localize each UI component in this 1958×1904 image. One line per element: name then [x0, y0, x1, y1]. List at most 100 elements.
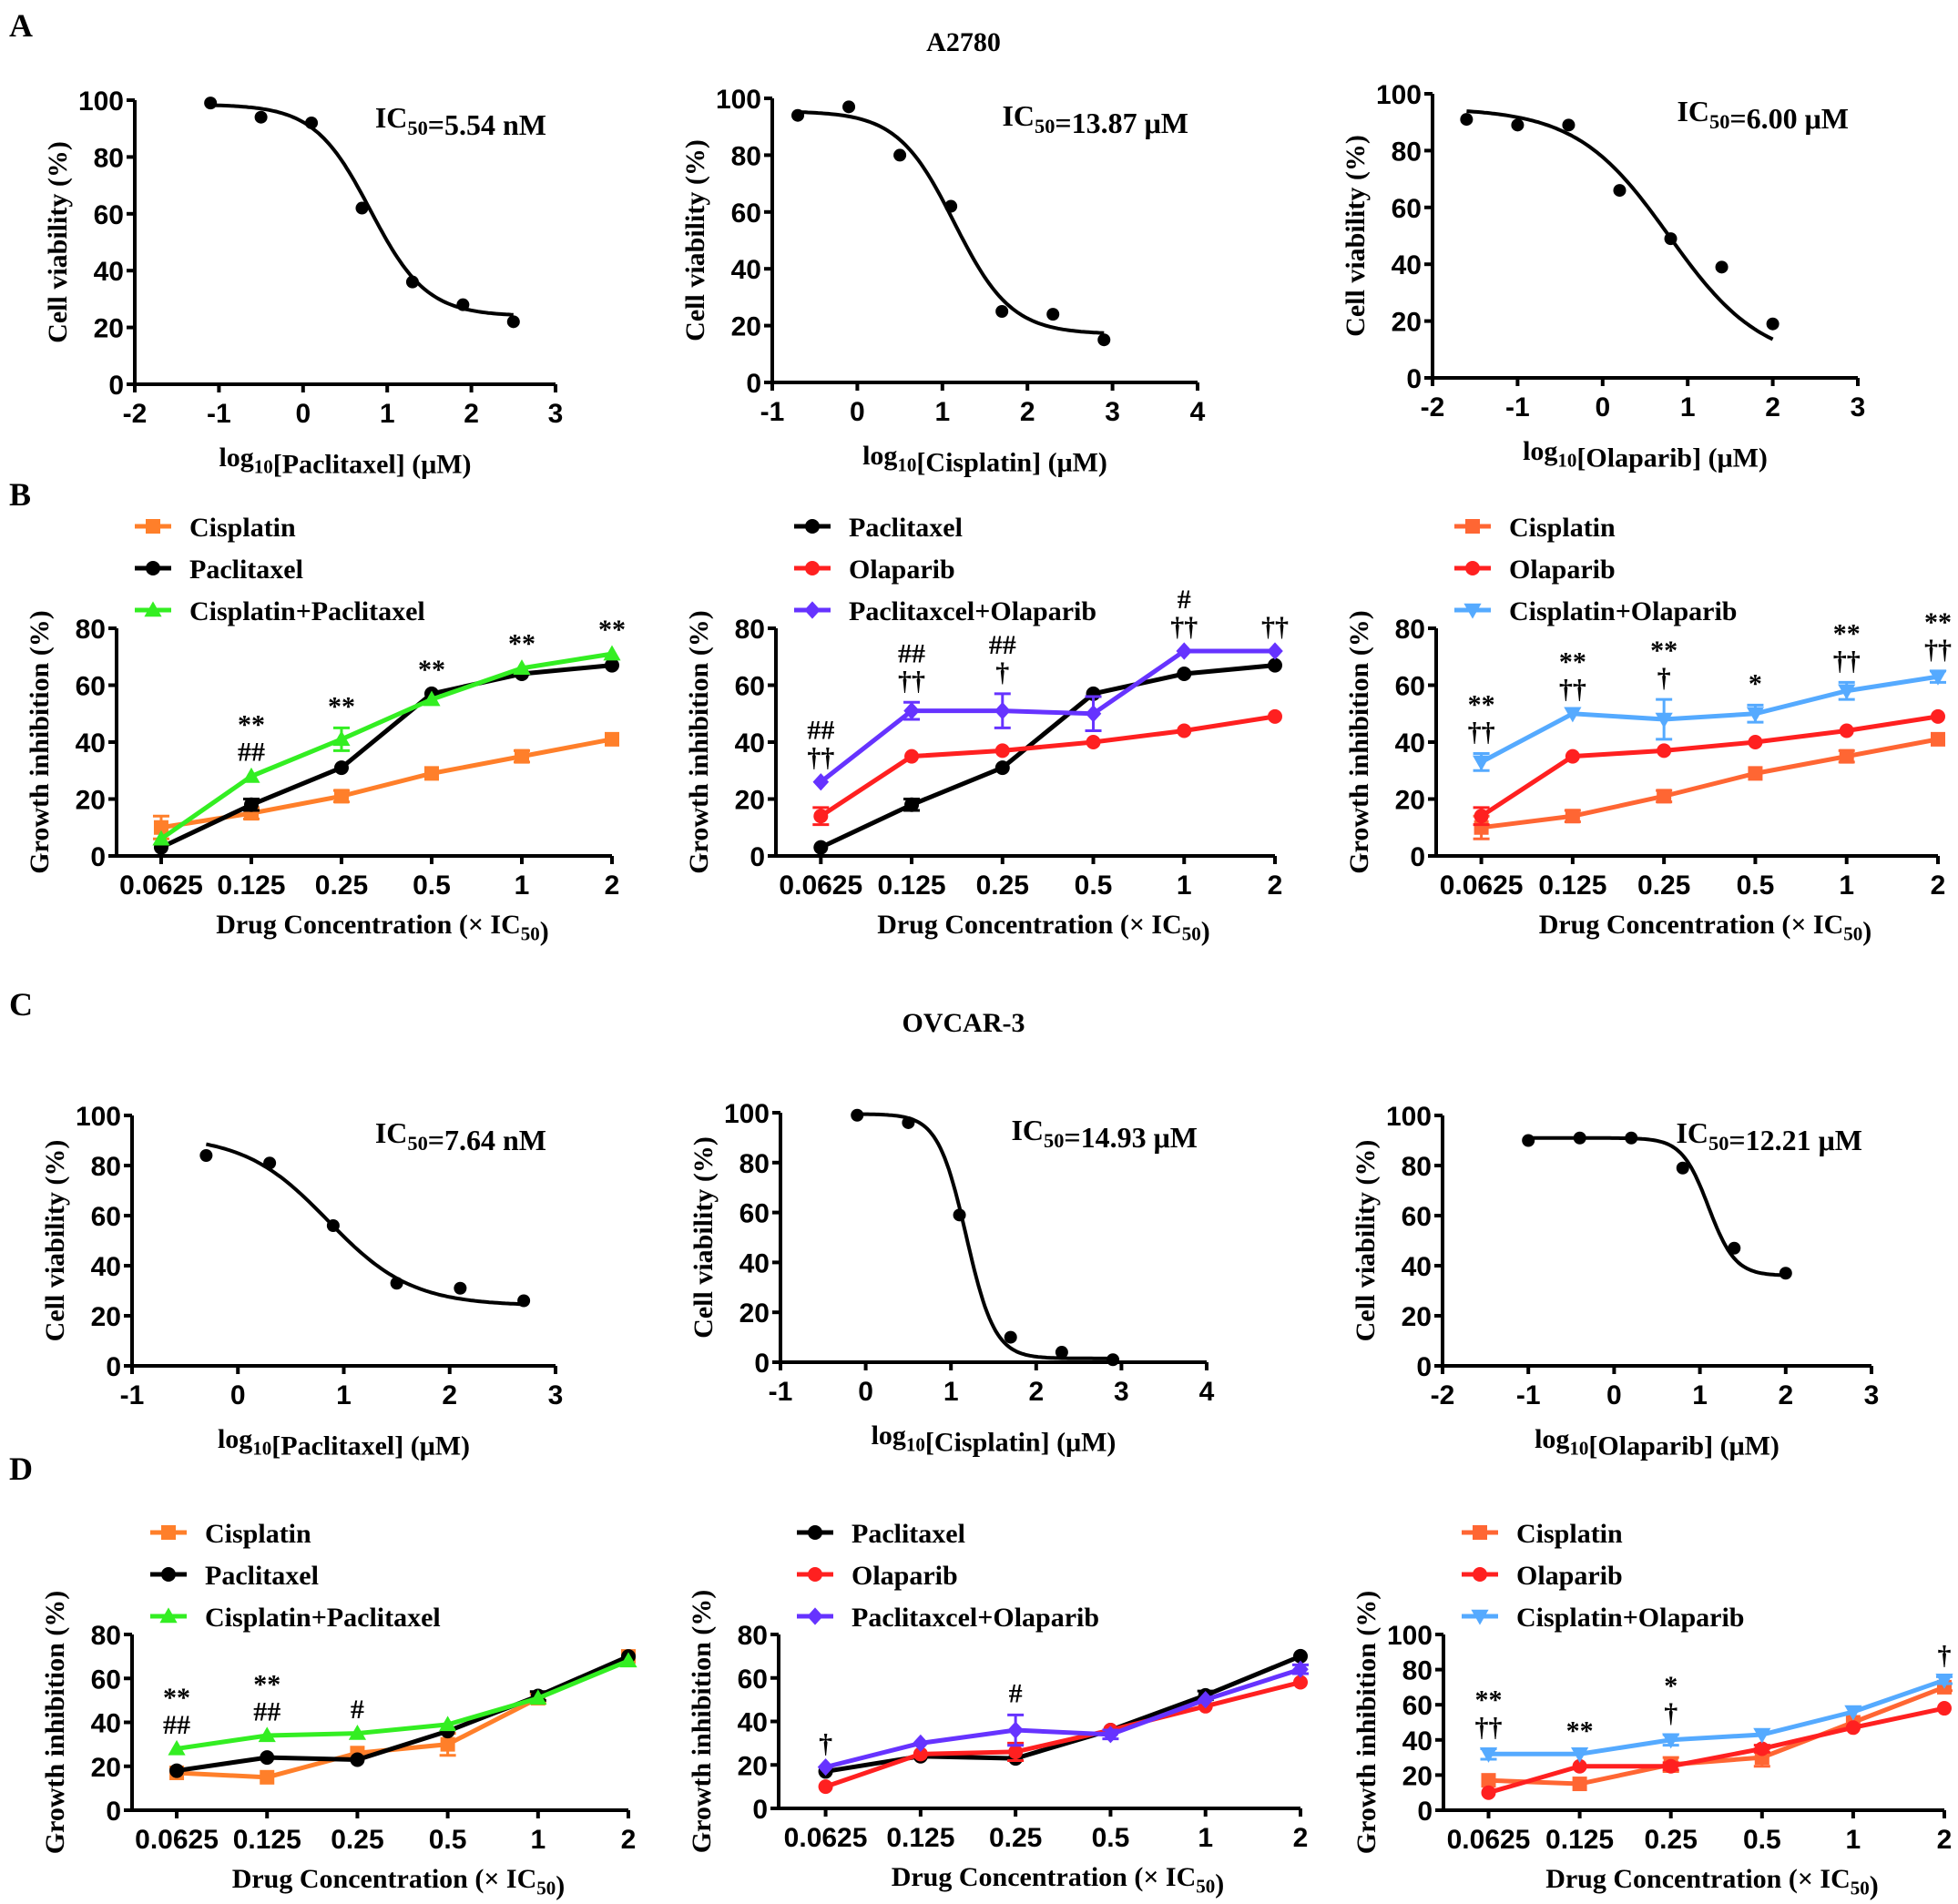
- y-tick-label: 100: [724, 1099, 770, 1129]
- y-tick-label: 20: [739, 1298, 770, 1329]
- y-tick-label: 80: [1395, 615, 1425, 645]
- x-tick-label: -1: [120, 1380, 145, 1410]
- y-tick-label: 100: [76, 1102, 121, 1132]
- series-line: [159, 651, 613, 841]
- data-point: [153, 820, 168, 835]
- panel-label-a: A: [9, 7, 33, 44]
- data-point: [1268, 657, 1282, 673]
- data-point: [260, 1769, 275, 1785]
- x-tick-label: 2: [464, 399, 479, 429]
- series-line: [176, 1654, 630, 1774]
- panel-label-d: D: [9, 1451, 33, 1487]
- y-tick-label: 20: [91, 1302, 121, 1332]
- significance-mark: **: [163, 1683, 190, 1713]
- x-tick-label: 0.25: [1637, 871, 1690, 901]
- y-tick-label: 80: [1402, 1656, 1433, 1686]
- legend-item: Cisplatin: [150, 1519, 311, 1549]
- data-point: [994, 702, 1011, 720]
- legend-item: Paclitaxel: [135, 555, 303, 585]
- data-point: [1522, 1134, 1535, 1147]
- x-tick-label: 3: [1114, 1377, 1129, 1407]
- series-cisplatin: [152, 731, 619, 840]
- series-olaparib: [812, 708, 1282, 827]
- data-point: [1562, 118, 1576, 132]
- y-tick-label: 0: [1417, 1797, 1433, 1827]
- y-tick-label: 0: [90, 842, 106, 872]
- y-tick-label: 40: [91, 1252, 121, 1282]
- significance-mark: ††: [1559, 675, 1586, 705]
- data-point: [1460, 113, 1474, 127]
- legend-label: Cisplatin: [189, 513, 296, 543]
- y-axis-label: Growth inhibition (%): [40, 1591, 70, 1855]
- legend-marker: [1473, 1525, 1487, 1540]
- y-tick-label: 60: [739, 1199, 770, 1229]
- y-tick-label: 0: [1406, 364, 1422, 394]
- legend-item: Cisplatin+Olaparib: [1454, 596, 1738, 626]
- x-tick-label: 0.0625: [779, 871, 862, 901]
- data-point: [1097, 333, 1111, 347]
- series-line: [176, 1658, 629, 1751]
- y-tick-label: 0: [1416, 1352, 1432, 1382]
- series-line: [160, 737, 613, 830]
- data-point: [348, 1724, 367, 1740]
- y-tick-label: 40: [76, 728, 106, 759]
- legend-label: Paclitaxel: [849, 513, 963, 543]
- x-tick-label: 0.125: [878, 871, 946, 901]
- x-tick-label: 0: [1595, 392, 1610, 423]
- x-tick-label: -1: [1505, 392, 1530, 423]
- fit-curve: [857, 1112, 1113, 1360]
- x-tick-label: 3: [1851, 392, 1866, 423]
- series-paclitaxcel-olaparib: [812, 642, 1283, 791]
- data-point: [1728, 1241, 1741, 1255]
- legend-marker: [1463, 603, 1482, 619]
- legend-label: Olaparib: [1516, 1561, 1623, 1591]
- y-axis-label: Growth inhibition (%): [684, 610, 714, 874]
- x-tick-label: 0: [230, 1380, 246, 1410]
- significance-mark: **: [238, 709, 265, 739]
- legend-item: Olaparib: [797, 1561, 958, 1591]
- significance-mark: **: [1833, 618, 1861, 648]
- x-tick-label: 3: [1864, 1380, 1880, 1410]
- significance-mark: †: [1938, 1640, 1952, 1670]
- data-point: [1046, 308, 1060, 321]
- series-line: [1480, 674, 1939, 765]
- y-tick-label: 20: [1395, 786, 1425, 816]
- x-tick-label: 0.5: [1075, 871, 1113, 901]
- data-point: [1007, 1721, 1024, 1739]
- y-tick-label: 20: [731, 312, 761, 342]
- data-point: [1511, 118, 1525, 132]
- legend-marker: [1471, 1609, 1489, 1625]
- data-point: [1197, 1691, 1214, 1709]
- x-tick-label: 2: [1293, 1823, 1309, 1853]
- y-axis-label: Cell viability (%): [688, 1136, 719, 1339]
- x-tick-label: 1: [530, 1825, 546, 1855]
- x-tick-label: 2: [1765, 392, 1780, 423]
- significance-mark: **: [1475, 1685, 1503, 1715]
- data-point: [1008, 1744, 1024, 1759]
- data-point: [204, 97, 218, 110]
- y-axis-label: Growth inhibition (%): [1351, 1591, 1382, 1855]
- series-olaparib: [1481, 1701, 1952, 1800]
- significance-mark: *: [1749, 668, 1762, 698]
- x-tick-label: 0.0625: [119, 871, 203, 901]
- data-point: [603, 645, 621, 661]
- data-point: [1845, 1720, 1861, 1736]
- x-tick-label: 0.5: [1737, 871, 1775, 901]
- data-point: [390, 1277, 403, 1290]
- data-point: [913, 1746, 928, 1762]
- significance-mark: **: [1924, 607, 1952, 637]
- panel-label-c: C: [9, 986, 33, 1023]
- legend-item: Paclitaxel: [797, 1519, 965, 1549]
- y-tick-label: 0: [1410, 842, 1425, 872]
- significance-mark: **: [418, 655, 445, 685]
- x-tick-label: -1: [760, 397, 785, 427]
- legend-item: Cisplatin+Paclitaxel: [150, 1603, 441, 1633]
- row-title-a2780: A2780: [926, 27, 1001, 57]
- x-tick-label: 0.125: [1545, 1825, 1614, 1855]
- x-tick-label: 4: [1199, 1377, 1215, 1407]
- data-point: [791, 108, 805, 122]
- legend-label: Cisplatin: [1509, 513, 1616, 543]
- series-cisplatin: [169, 1649, 636, 1785]
